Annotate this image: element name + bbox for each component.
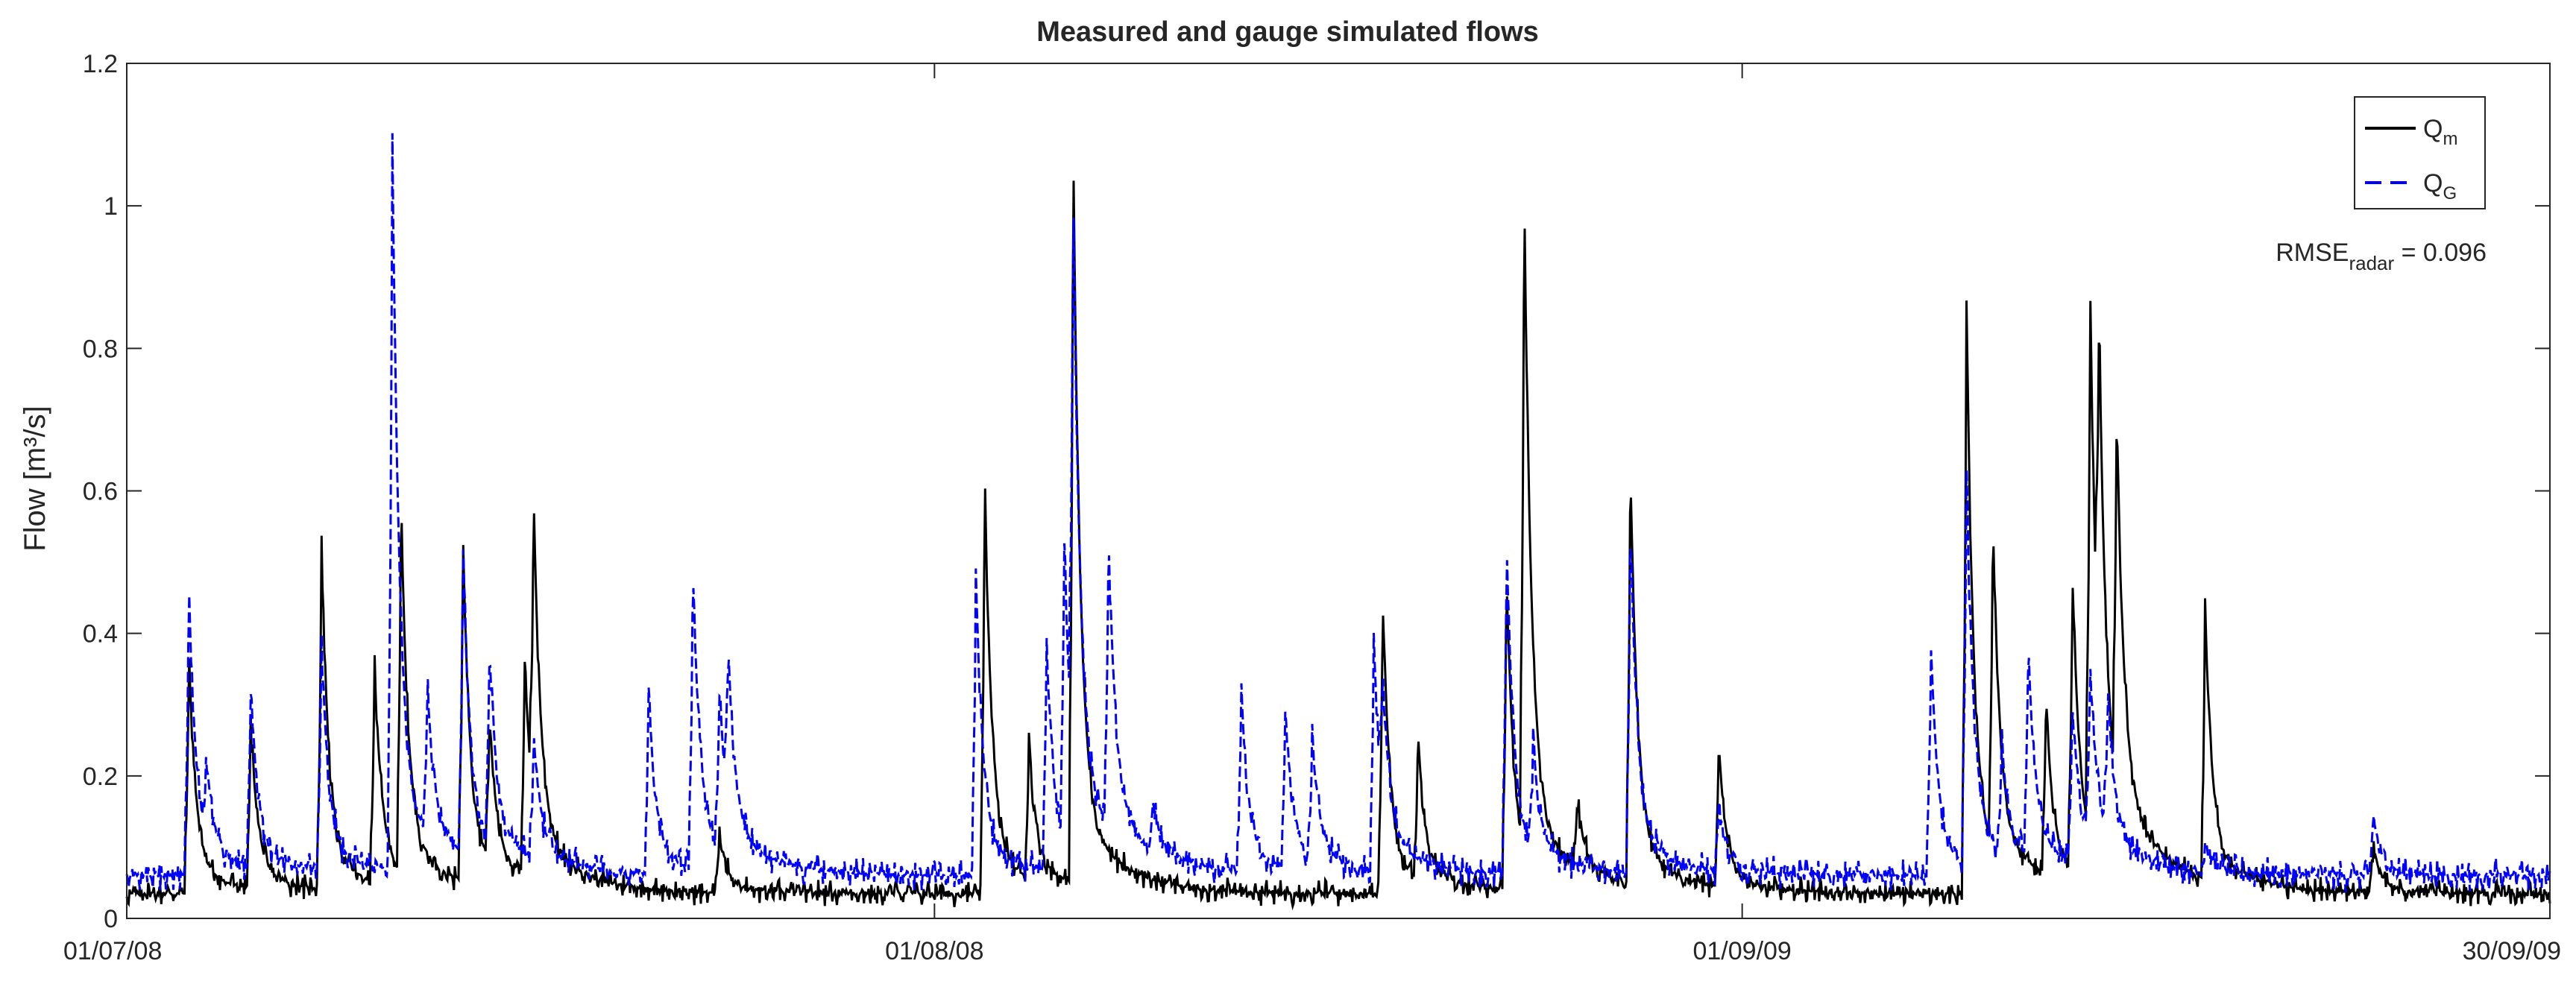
y-axis-label: Flow [m³/s] <box>19 406 51 552</box>
chart-title: Measured and gauge simulated flows <box>1036 16 1539 48</box>
x-tick-label: 01/07/08 <box>63 937 162 965</box>
y-tick-label: 0.8 <box>83 335 118 363</box>
y-tick-label: 0.2 <box>83 763 118 791</box>
series-line-G <box>125 133 2551 893</box>
y-tick-label: 0.6 <box>83 478 118 506</box>
x-tick-label: 01/09/09 <box>1692 937 1791 965</box>
y-tick-label: 0.4 <box>83 620 118 649</box>
y-tick-label: 1 <box>104 192 118 221</box>
legend-entry-gauge: QG <box>2423 169 2457 204</box>
x-tick-label: 01/08/08 <box>885 937 983 965</box>
x-tick-label: 30/09/09 <box>2463 937 2561 965</box>
y-tick-label: 0 <box>104 905 118 933</box>
y-tick-label: 1.2 <box>83 50 118 78</box>
legend-box <box>2354 96 2486 209</box>
axes-box <box>126 63 2551 919</box>
series-line-m <box>125 180 2551 911</box>
legend-entry-measured: Qm <box>2423 115 2457 149</box>
rmse-annotation: RMSEradar = 0.096 <box>2276 239 2487 274</box>
legend: Qm QG <box>2354 96 2486 209</box>
plot-area: 0 0.2 0.4 0.6 0.8 1 1.2 01/07/08 01/08/08 01/09/0… <box>63 50 2561 965</box>
